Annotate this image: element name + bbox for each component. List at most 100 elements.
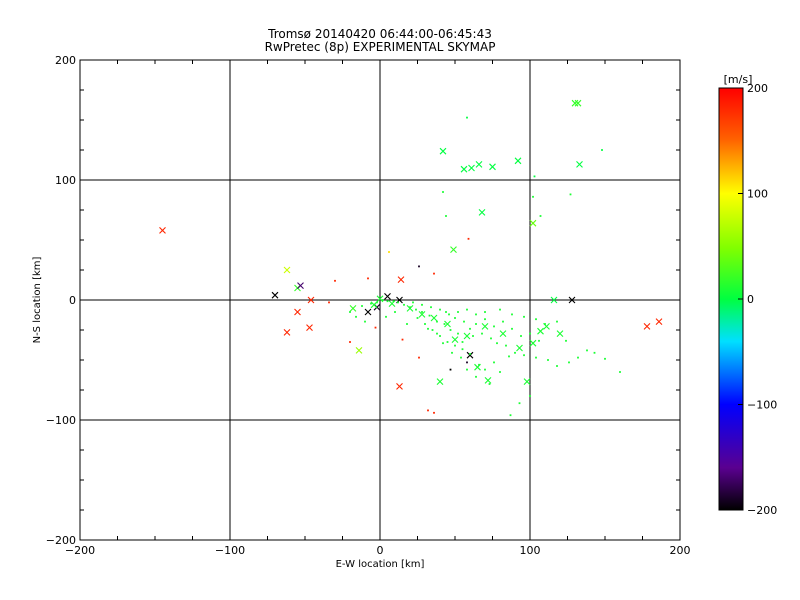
dot-marker bbox=[409, 306, 411, 309]
dot-marker bbox=[421, 303, 423, 306]
dot-marker bbox=[448, 313, 450, 316]
cross-marker bbox=[294, 308, 301, 316]
colorbar-unit: [m/s] bbox=[724, 73, 753, 86]
dot-marker bbox=[493, 361, 495, 364]
dot-marker bbox=[421, 311, 423, 313]
colorbar-ticks: −200 −100 0 100 200 bbox=[738, 82, 777, 517]
cross-marker bbox=[463, 332, 471, 340]
dot-marker bbox=[445, 311, 447, 313]
dot-marker bbox=[619, 371, 621, 373]
x-tick-label: 0 bbox=[377, 544, 384, 557]
cross-marker bbox=[574, 99, 582, 107]
dot-marker bbox=[382, 299, 384, 301]
dot-marker bbox=[328, 301, 330, 304]
cross-marker bbox=[514, 157, 522, 165]
cross-marker bbox=[376, 295, 384, 303]
cross-marker bbox=[523, 378, 531, 385]
y-tick-label: 100 bbox=[55, 174, 76, 187]
colorbar-tick-label: 0 bbox=[747, 293, 754, 306]
dot-marker bbox=[466, 361, 468, 364]
cross-marker bbox=[306, 324, 313, 331]
dot-marker bbox=[481, 332, 483, 335]
dot-marker bbox=[568, 361, 570, 364]
dot-marker bbox=[418, 265, 420, 268]
dot-marker bbox=[604, 357, 606, 360]
dot-marker bbox=[514, 351, 516, 354]
dot-marker bbox=[406, 323, 408, 325]
dot-marker bbox=[415, 308, 417, 311]
cross-marker bbox=[460, 165, 468, 173]
dot-marker bbox=[499, 371, 501, 373]
dot-marker bbox=[499, 308, 501, 311]
dot-marker bbox=[451, 351, 453, 354]
dot-marker bbox=[533, 175, 536, 178]
dot-marker bbox=[535, 356, 537, 359]
dot-marker bbox=[454, 344, 456, 347]
cross-marker bbox=[271, 291, 279, 299]
cross-marker bbox=[576, 161, 583, 168]
cross-marker bbox=[349, 305, 357, 312]
cross-marker bbox=[307, 296, 315, 304]
cross-marker bbox=[468, 164, 475, 172]
grid-lines bbox=[80, 60, 680, 540]
x-tick-label: 200 bbox=[670, 544, 691, 557]
dot-marker bbox=[403, 303, 405, 306]
cross-marker bbox=[444, 320, 451, 328]
dot-marker bbox=[529, 395, 531, 397]
cross-marker bbox=[297, 282, 304, 289]
dot-marker bbox=[454, 317, 456, 319]
dot-marker bbox=[416, 317, 419, 319]
dot-marker bbox=[518, 402, 521, 405]
dot-marker bbox=[397, 301, 399, 304]
dot-marker bbox=[520, 335, 522, 337]
dot-marker bbox=[446, 341, 449, 343]
dot-marker bbox=[361, 305, 363, 307]
cross-marker bbox=[364, 308, 372, 316]
dot-marker bbox=[523, 354, 525, 357]
dot-marker bbox=[386, 300, 389, 303]
cross-marker bbox=[355, 347, 363, 354]
dot-marker bbox=[436, 332, 438, 335]
dot-marker bbox=[428, 314, 431, 317]
cross-marker bbox=[571, 99, 579, 107]
cross-marker bbox=[397, 276, 405, 283]
dot-marker bbox=[535, 318, 537, 321]
cross-marker bbox=[499, 330, 507, 337]
dot-marker bbox=[475, 313, 477, 316]
chart-subtitle: RwPretec (8p) EXPERIMENTAL SKYMAP bbox=[265, 40, 496, 54]
dot-marker bbox=[392, 300, 395, 303]
dot-marker bbox=[586, 349, 588, 352]
cross-marker bbox=[384, 293, 391, 300]
dot-marker bbox=[466, 308, 468, 311]
dot-marker bbox=[493, 325, 495, 328]
chart-title: Tromsø 20140420 06:44:00-06:45:43 bbox=[267, 27, 492, 41]
dot-marker bbox=[431, 329, 434, 331]
dot-marker bbox=[427, 327, 429, 330]
dot-marker bbox=[376, 301, 378, 304]
dot-marker bbox=[388, 251, 390, 253]
cross-marker bbox=[436, 378, 444, 385]
dot-marker bbox=[418, 356, 420, 359]
cross-marker bbox=[283, 329, 291, 336]
dot-marker bbox=[370, 302, 372, 305]
dot-marker bbox=[461, 341, 464, 343]
dot-marker bbox=[511, 313, 513, 316]
data-points bbox=[159, 99, 663, 417]
dot-marker bbox=[502, 320, 504, 323]
cross-marker bbox=[516, 344, 523, 352]
dot-marker bbox=[505, 344, 507, 347]
axis-ticks: −200 −100 0 100 200 −200 −100 0 100 200 bbox=[46, 54, 691, 557]
dot-marker bbox=[457, 332, 459, 335]
dot-marker bbox=[449, 329, 452, 331]
dot-marker bbox=[401, 338, 404, 341]
cross-marker bbox=[655, 318, 663, 325]
dot-marker bbox=[601, 149, 603, 151]
colorbar-tick-label: −100 bbox=[747, 399, 777, 412]
dot-marker bbox=[547, 359, 549, 361]
dot-marker bbox=[374, 326, 377, 329]
cross-marker bbox=[450, 246, 457, 253]
dot-marker bbox=[556, 320, 558, 323]
dot-marker bbox=[457, 311, 459, 313]
dot-marker bbox=[484, 368, 486, 371]
